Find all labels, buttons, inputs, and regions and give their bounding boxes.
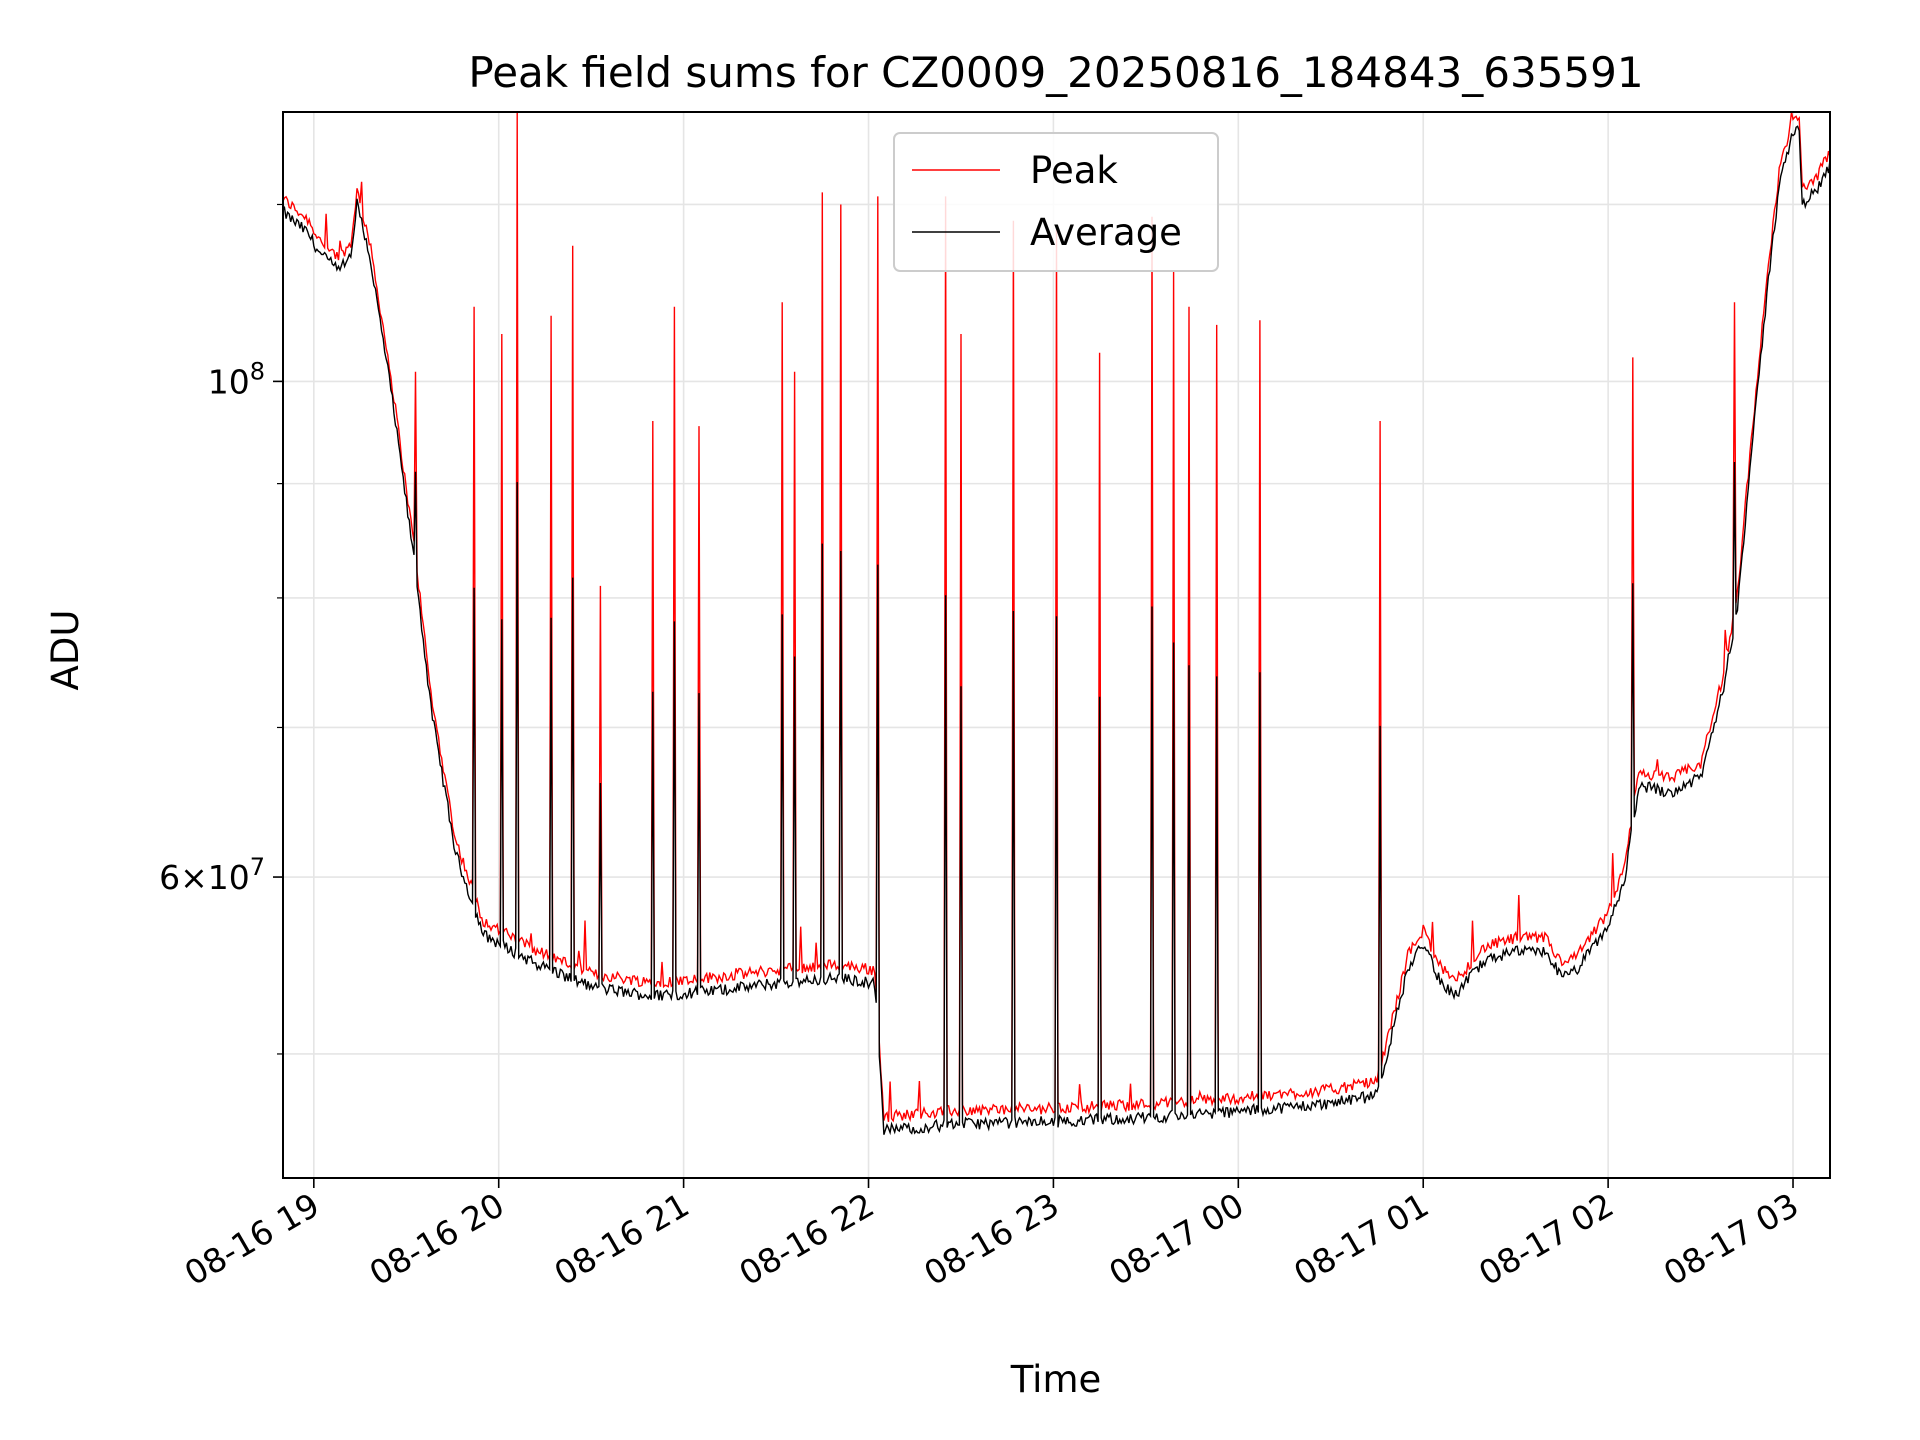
- legend-label-average: Average: [1030, 211, 1182, 254]
- legend-label-peak: Peak: [1030, 149, 1118, 192]
- x-axis-label: Time: [1010, 1358, 1102, 1401]
- average-line: [282, 125, 1831, 1136]
- series-average: [282, 125, 1831, 1136]
- legend-box: [893, 132, 1219, 272]
- axes: [282, 111, 1831, 1179]
- y-tick-label: 6×107: [159, 853, 265, 897]
- y-tick-label: 108: [208, 357, 265, 401]
- y-axis-ticks: 108 6×107: [159, 203, 283, 1055]
- plot-frame: [282, 111, 1831, 1179]
- legend: Peak Average: [893, 132, 1219, 272]
- chart-title: Peak field sums for CZ0009_20250816_1848…: [468, 48, 1643, 97]
- y-axis-label: ADU: [44, 610, 87, 691]
